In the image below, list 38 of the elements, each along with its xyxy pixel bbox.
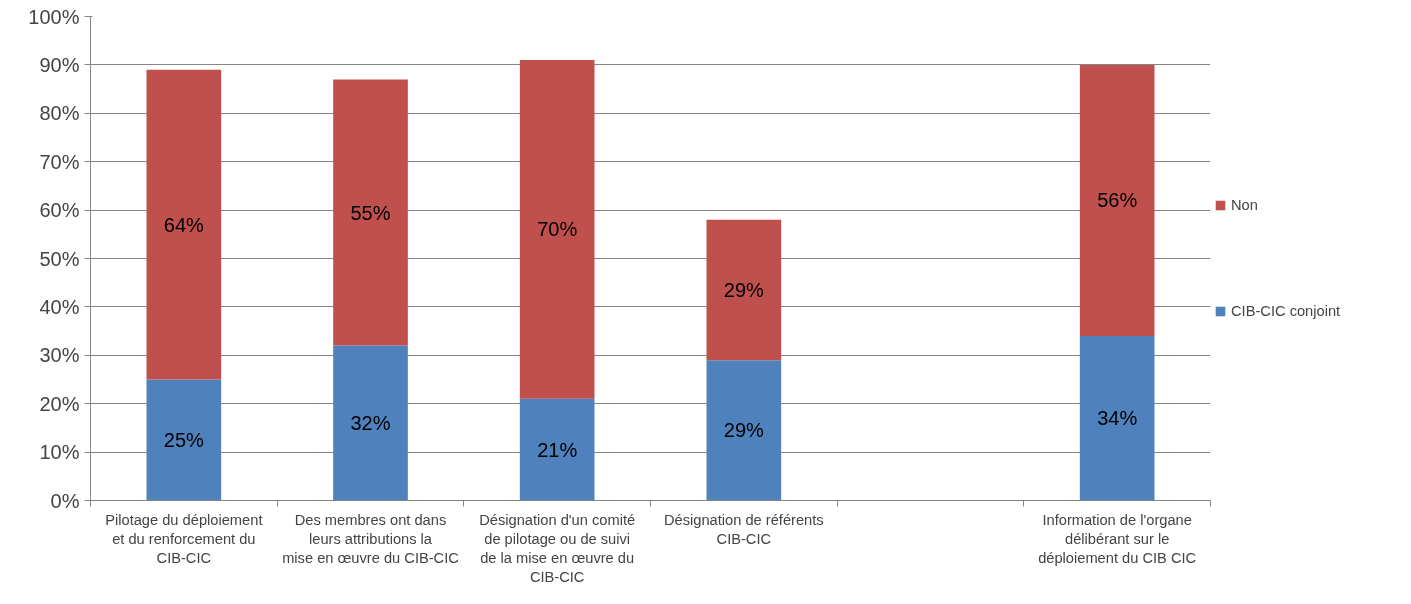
data-label: 21% [537, 438, 578, 461]
y-tick-label: 60% [39, 199, 80, 222]
data-label: 55% [350, 201, 391, 224]
x-tick-label: Des membres ont dans leurs attributions la mise en œuvre du CIB-CIC [282, 511, 460, 566]
y-tick-label: 0% [50, 489, 80, 512]
data-label: 25% [163, 429, 205, 451]
y-tick-label: 30% [39, 344, 80, 367]
y-tick-label: 20% [39, 392, 80, 415]
bar [706, 360, 782, 501]
legend-label: Non [1231, 197, 1258, 213]
y-tick-label: 80% [39, 102, 80, 125]
y-tick-label: 70% [39, 150, 80, 173]
x-tick-label: Pilotage du déploiement et du renforcement du CIB-CIC [105, 511, 263, 566]
data-label: 56% [1097, 189, 1138, 212]
data-label: 70% [537, 218, 578, 241]
bar [146, 69, 222, 380]
legend-label: CIB-CIC conjoint [1231, 303, 1341, 319]
bar [706, 219, 782, 361]
bar [519, 398, 595, 501]
bar [333, 79, 408, 346]
x-tick-label: Information de l'organe délibérant sur le déploiement du CIB CIC [1038, 511, 1197, 566]
bar [519, 60, 595, 399]
y-tick-label: 40% [39, 295, 80, 318]
data-label: 64% [163, 213, 205, 236]
y-tick-label: 100% [28, 5, 80, 28]
data-label: 29% [723, 278, 765, 301]
bar [333, 345, 408, 501]
x-tick-label: Désignation d'un comité de pilotage ou de suivi de la mise en œuvre du CIB-CIC [479, 511, 636, 586]
bar [1079, 335, 1155, 501]
data-label: 29% [723, 419, 765, 442]
y-tick-label: 10% [39, 441, 80, 464]
data-label: 32% [350, 412, 391, 435]
y-tick-label: 50% [39, 247, 80, 270]
bar [1079, 64, 1155, 336]
data-label: 34% [1097, 407, 1138, 430]
y-tick-label: 90% [39, 53, 80, 76]
x-tick-label: Désignation de référents CIB-CIC [663, 511, 824, 547]
bar [146, 379, 222, 501]
